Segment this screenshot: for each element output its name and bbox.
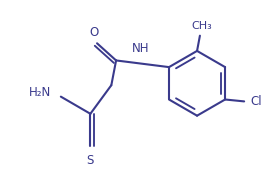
Text: Cl: Cl [251, 95, 262, 108]
Text: NH: NH [131, 42, 149, 55]
Text: O: O [89, 26, 99, 39]
Text: H₂N: H₂N [29, 86, 51, 99]
Text: S: S [87, 154, 94, 167]
Text: CH₃: CH₃ [192, 21, 212, 31]
